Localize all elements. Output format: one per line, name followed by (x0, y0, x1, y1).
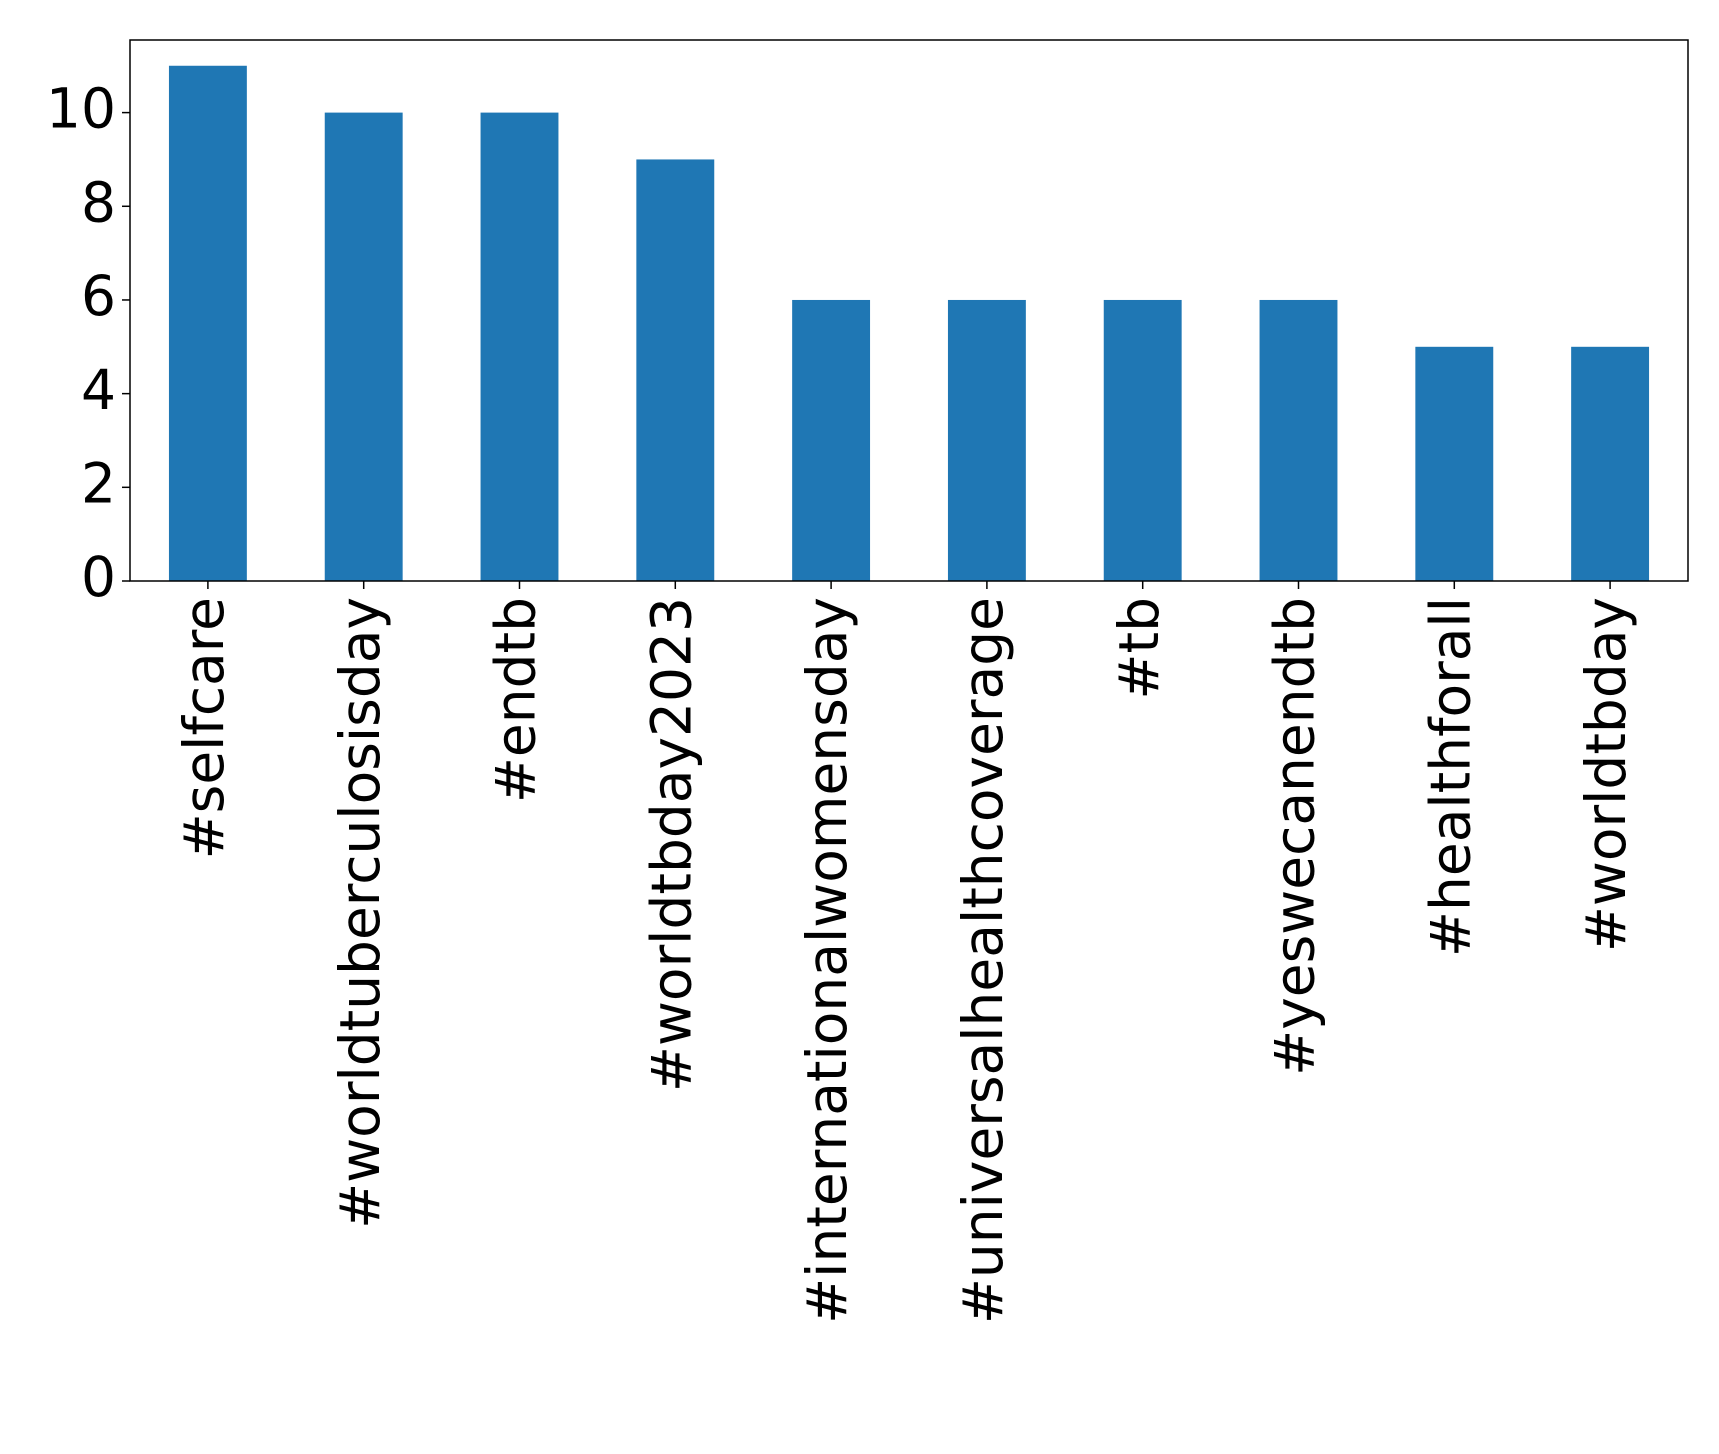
x-tick-label: #universalhealthcoverage (951, 597, 1015, 1324)
bar (480, 112, 559, 581)
x-tick-label: #worldtbday (1574, 597, 1638, 952)
x-tick-label: #worldtuberculosisday (328, 597, 392, 1229)
y-tick-label: 2 (81, 451, 116, 515)
bar (1259, 299, 1338, 581)
bar (1571, 346, 1650, 581)
x-tick-label: #internationalwomensday (795, 597, 859, 1324)
plot-frame (129, 39, 1689, 582)
bar (1103, 299, 1182, 581)
x-tick-label: #selfcare (172, 597, 236, 859)
y-tick-label: 10 (46, 77, 116, 141)
x-tick-label: #tb (1107, 597, 1171, 700)
bar (1415, 346, 1494, 581)
y-tick-label: 4 (81, 358, 116, 422)
bar (168, 65, 247, 581)
y-tick-label: 8 (81, 170, 116, 234)
y-tick-label: 0 (81, 545, 116, 609)
x-tick-label: #yeswecanendtb (1263, 597, 1327, 1076)
bar (636, 159, 715, 581)
y-tick-label: 6 (81, 264, 116, 328)
x-tick-label: #healthforall (1418, 597, 1482, 957)
bar (792, 299, 871, 581)
x-tick-label: #worldtbday2023 (639, 597, 703, 1092)
x-tick-label: #endtb (484, 597, 548, 803)
bar (947, 299, 1026, 581)
bar (324, 112, 403, 581)
